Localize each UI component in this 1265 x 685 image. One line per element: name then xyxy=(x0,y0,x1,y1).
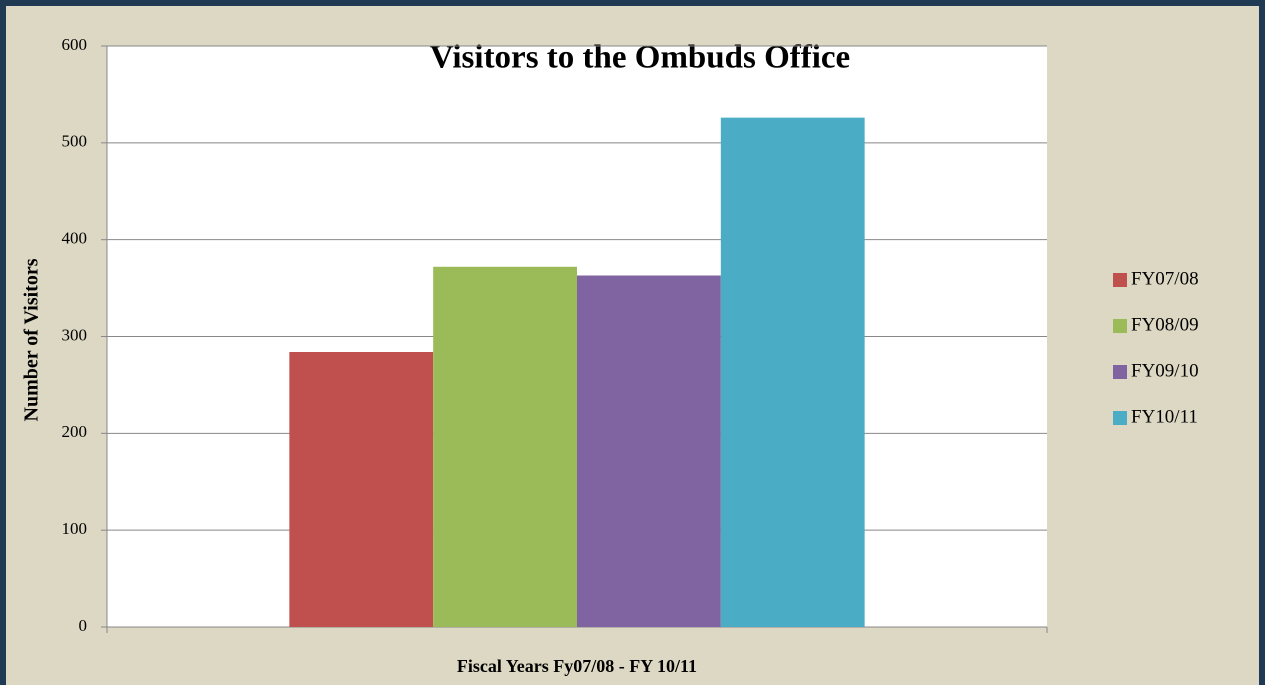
y-tick-label: 0 xyxy=(79,616,88,635)
bar xyxy=(433,266,577,627)
legend-label: FY10/11 xyxy=(1131,406,1198,427)
legend-label: FY07/08 xyxy=(1131,268,1199,289)
legend-label: FY08/09 xyxy=(1131,314,1199,335)
y-axis-label: Number of Visitors xyxy=(21,258,43,421)
bar xyxy=(577,275,721,627)
y-tick-label: 600 xyxy=(62,35,88,54)
chart-title: Visitors to the Ombuds Office xyxy=(430,40,850,76)
legend-swatch xyxy=(1113,365,1127,379)
y-tick-label: 300 xyxy=(62,325,88,344)
legend-swatch xyxy=(1113,411,1127,425)
y-tick-label: 100 xyxy=(62,519,88,538)
bar xyxy=(289,351,434,627)
y-tick-label: 400 xyxy=(62,229,88,248)
x-axis-label: Fiscal Years Fy07/08 - FY 10/11 xyxy=(457,656,697,676)
y-tick-label: 200 xyxy=(62,422,88,441)
legend-label: FY09/10 xyxy=(1131,360,1199,381)
legend-swatch xyxy=(1113,319,1127,333)
bar xyxy=(720,117,865,627)
legend-swatch xyxy=(1113,273,1127,287)
y-tick-label: 500 xyxy=(62,132,88,151)
